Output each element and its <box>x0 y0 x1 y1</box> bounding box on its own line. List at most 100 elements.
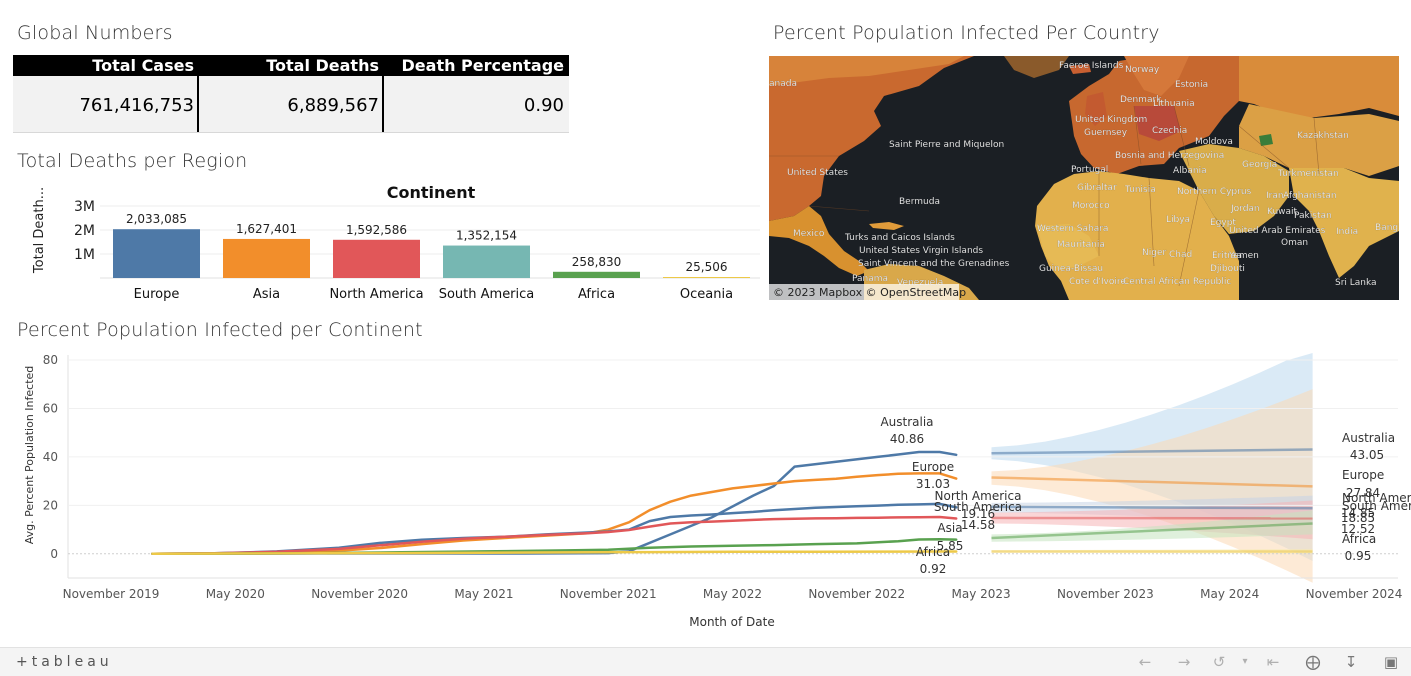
map-country-label: India <box>1336 227 1358 237</box>
map-country-label: Estonia <box>1175 80 1208 90</box>
reset-icon[interactable]: ⇤ <box>1262 651 1284 673</box>
line-series-australia[interactable] <box>152 452 956 554</box>
line-x-tick-label: November 2022 <box>808 587 905 601</box>
map-country-label: Albania <box>1173 166 1207 176</box>
bar-value-label: 2,033,085 <box>126 212 187 226</box>
download-icon[interactable]: ↧ <box>1340 651 1362 673</box>
line-x-tick-label: November 2023 <box>1057 587 1154 601</box>
bar-category-label: South America <box>439 287 535 302</box>
kpi-value-row: 761,416,753 6,889,567 0.90 <box>13 76 569 133</box>
map-country-label: Kuwait <box>1267 207 1298 217</box>
bar-category-label: Africa <box>578 287 615 302</box>
bar-value-label: 1,592,586 <box>346 223 407 237</box>
line-x-tick-label: November 2019 <box>63 587 160 601</box>
global-numbers-table: Total Cases Total Deaths Death Percentag… <box>13 55 569 132</box>
line-x-tick-label: May 2022 <box>703 587 762 601</box>
line-y-tick-label: 20 <box>43 498 58 512</box>
line-end-value-label: 14.58 <box>961 518 995 532</box>
bar-chart-y-axis-label: Total Death... <box>32 187 47 274</box>
map-country-label: Panama <box>852 274 888 284</box>
line-series-north-america[interactable] <box>152 504 956 554</box>
forecast-line-north-america <box>991 507 1312 508</box>
line-y-tick-label: 60 <box>43 401 58 415</box>
map-country-label: Morocco <box>1072 201 1110 211</box>
kpi-header-death-percentage[interactable]: Death Percentage <box>384 55 564 76</box>
kpi-total-deaths-value[interactable]: 6,889,567 <box>199 76 379 132</box>
bar-value-label: 1,627,401 <box>236 222 297 236</box>
bar-south-america[interactable] <box>443 246 530 278</box>
map-country-label: Afghanistan <box>1283 191 1337 201</box>
forecast-bands <box>992 350 1313 583</box>
map-attribution: © 2023 Mapbox © OpenStreetMap <box>773 286 966 299</box>
kpi-death-percentage-value[interactable]: 0.90 <box>384 76 564 132</box>
map-country-label: Northern Cyprus <box>1177 187 1252 197</box>
bar-y-tick-label: 3M <box>74 199 95 215</box>
bar-europe[interactable] <box>113 229 200 278</box>
line-series-europe[interactable] <box>152 473 956 553</box>
bar-oceania[interactable] <box>663 277 750 278</box>
bar-category-label: Asia <box>253 287 280 302</box>
redo-icon[interactable]: → <box>1173 651 1195 673</box>
bar-asia[interactable] <box>223 239 310 278</box>
map-country-label: United Arab Emirates <box>1229 226 1326 236</box>
bar-category-label: Oceania <box>680 287 733 302</box>
revert-dropdown-chevron-icon[interactable]: ▾ <box>1234 651 1256 673</box>
tableau-logo[interactable]: +tableau <box>16 654 113 670</box>
map-country-label: Lithuania <box>1153 99 1195 109</box>
map-country-label: Norway <box>1125 65 1160 75</box>
revert-icon[interactable]: ↺ <box>1208 651 1230 673</box>
map-country-label: Banglade <box>1375 223 1399 233</box>
map-country-label: Mauritania <box>1057 240 1105 250</box>
kpi-header-total-deaths[interactable]: Total Deaths <box>199 55 379 76</box>
map-country-label: Mexico <box>793 229 825 239</box>
bar-value-label: 1,352,154 <box>456 229 517 243</box>
bar-chart-y-ticks: 1M 2M 3M <box>74 199 95 263</box>
map-country-label: Chad <box>1169 250 1192 260</box>
map-country-label: Yemen <box>1228 251 1259 261</box>
undo-icon[interactable]: ← <box>1134 651 1156 673</box>
map-country-label: Sri Lanka <box>1335 278 1377 288</box>
bar-value-label: 25,506 <box>686 260 728 274</box>
forecast-value-label: 43.05 <box>1350 448 1384 462</box>
bar-africa[interactable] <box>553 272 640 278</box>
fullscreen-icon[interactable]: ▣ <box>1380 651 1402 673</box>
map-country-label: Turkmenistan <box>1277 169 1339 179</box>
forecast-value-label: 0.95 <box>1345 549 1372 563</box>
map-country-label: Czechia <box>1152 126 1187 136</box>
map-country-label: Bermuda <box>899 197 940 207</box>
kpi-total-cases-value[interactable]: 761,416,753 <box>13 76 194 132</box>
line-end-value-label: 0.92 <box>920 562 947 576</box>
map-country-label: Faeroe Islands <box>1059 61 1124 71</box>
kpi-divider <box>197 76 199 132</box>
kpi-header-total-cases[interactable]: Total Cases <box>13 55 194 76</box>
bar-category-label: North America <box>329 287 423 302</box>
kpi-divider <box>382 76 384 132</box>
deaths-by-continent-bar-chart: Continent Total Death... 1M 2M 3M 2,033,08… <box>0 178 765 306</box>
map-country-label: Georgia <box>1242 160 1277 170</box>
bar-chart-continent-heading: Continent <box>387 183 476 202</box>
line-series-south-america[interactable] <box>152 517 956 554</box>
map-country-label: Niger <box>1142 248 1166 258</box>
bar-north-america[interactable] <box>333 240 420 278</box>
map-country-label: Portugal <box>1071 165 1108 175</box>
line-x-tick-label: May 2020 <box>206 587 265 601</box>
bar-y-tick-label: 2M <box>74 223 95 239</box>
line-chart-y-axis-label: Avg. Percent Population Infected <box>23 366 36 545</box>
share-icon[interactable]: ⨁ <box>1302 651 1324 673</box>
forecast-name-label: Europe <box>1342 468 1384 482</box>
map-country-label: Bosnia and Herzegovina <box>1115 151 1224 161</box>
map-country-label: Tunisia <box>1124 185 1156 195</box>
line-y-tick-label: 80 <box>43 353 58 367</box>
line-x-tick-label: November 2024 <box>1306 587 1403 601</box>
map-country-label: Jordan <box>1230 204 1260 214</box>
line-chart-x-axis-label: Month of Date <box>689 615 775 629</box>
bar-y-tick-label: 1M <box>74 247 95 263</box>
map-country-label: Turks and Caicos Islands <box>844 233 955 243</box>
map-country-label: anada <box>769 79 797 89</box>
map-country-label: United Kingdom <box>1075 115 1147 125</box>
